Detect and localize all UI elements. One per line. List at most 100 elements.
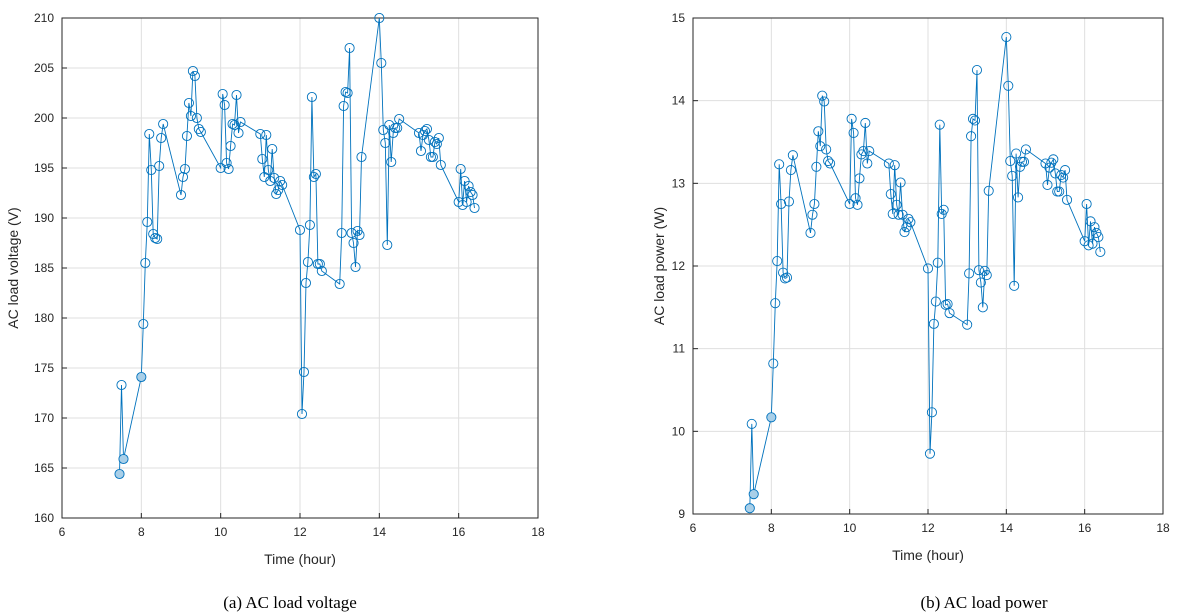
data-point	[146, 164, 157, 176]
data-point	[977, 302, 988, 313]
data-point	[899, 227, 910, 238]
y-axis-label: AC load power (W)	[651, 207, 667, 325]
data-point	[467, 189, 478, 201]
data-point	[975, 277, 986, 288]
x-tick-label: 12	[293, 525, 307, 539]
data-point	[1048, 154, 1059, 165]
data-point	[785, 165, 796, 176]
x-tick-label: 16	[452, 525, 466, 539]
data-point	[152, 233, 163, 245]
data-point	[1085, 216, 1096, 227]
data-point	[944, 308, 955, 319]
y-axis-label: AC load voltage (V)	[5, 207, 21, 328]
data-point	[429, 136, 440, 148]
data-point	[971, 65, 983, 76]
chart-panel-1: 6 8 10 12 14 16 18 160 165 170 175 180 185 190 195 200 2…	[5, 11, 545, 612]
data-point	[1061, 194, 1073, 205]
series-line	[119, 17, 475, 475]
data-point	[981, 270, 992, 281]
data-point	[257, 153, 268, 165]
data-point	[193, 123, 204, 135]
data-point	[136, 371, 147, 383]
subfigure-caption: (b) AC load power	[920, 593, 1047, 612]
data-point	[267, 143, 278, 155]
subfigure-caption: (a) AC load voltage	[223, 593, 357, 612]
data-point	[1042, 179, 1053, 191]
data-point	[144, 128, 155, 140]
data-point	[455, 163, 466, 175]
x-tick-label: 10	[843, 521, 857, 535]
data-point	[850, 193, 861, 204]
x-axis-label: Time (hour)	[892, 547, 964, 563]
x-tick-label: 6	[59, 525, 66, 539]
data-point	[819, 96, 830, 107]
data-point	[807, 209, 818, 220]
data-point	[308, 171, 319, 183]
data-point	[350, 261, 361, 273]
y-tick-label: 170	[34, 411, 54, 425]
data-point	[431, 138, 442, 150]
data-point	[304, 219, 315, 231]
data-point	[183, 97, 194, 109]
x-tick-label: 12	[921, 521, 935, 535]
data-point	[386, 156, 397, 168]
data-point	[821, 144, 832, 155]
data-point	[962, 319, 973, 330]
data-point	[809, 198, 820, 210]
data-point	[419, 125, 431, 137]
data-point	[175, 189, 187, 201]
data-point	[421, 123, 432, 135]
y-tick-label: 13	[672, 176, 686, 190]
x-tick-label: 18	[1156, 521, 1170, 535]
data-point	[932, 257, 943, 268]
data-point	[427, 151, 438, 163]
y-tick-label: 205	[34, 61, 54, 75]
data-point	[150, 232, 161, 244]
x-tick-label: 16	[1078, 521, 1092, 535]
data-point	[300, 277, 312, 289]
data-point	[195, 126, 206, 138]
data-point	[296, 408, 308, 420]
data-point	[854, 173, 865, 184]
y-tick-label: 175	[34, 361, 54, 375]
data-point	[380, 137, 391, 149]
data-point	[316, 265, 327, 277]
data-point	[967, 113, 979, 124]
data-point	[294, 224, 306, 236]
data-point	[179, 163, 191, 175]
data-point	[848, 127, 859, 138]
x-axis-label: Time (hour)	[264, 551, 336, 567]
data-point	[423, 134, 434, 146]
data-point	[768, 358, 779, 369]
x-tick-label: 6	[690, 521, 697, 535]
y-tick-label: 15	[672, 11, 686, 25]
data-point	[356, 151, 367, 163]
data-point	[883, 158, 894, 169]
data-point	[825, 158, 836, 169]
data-point	[1054, 186, 1065, 197]
data-point	[469, 202, 480, 214]
data-point	[378, 124, 389, 136]
data-point	[223, 163, 234, 175]
y-tick-label: 160	[34, 511, 54, 525]
x-tick-label: 14	[1000, 521, 1014, 535]
data-point	[298, 366, 310, 378]
data-point	[142, 216, 153, 228]
data-point	[1007, 170, 1018, 181]
data-point	[1081, 198, 1092, 210]
data-point	[1009, 280, 1020, 291]
data-point	[185, 110, 196, 122]
data-point	[973, 265, 984, 276]
data-point	[844, 198, 855, 210]
data-point	[217, 88, 228, 100]
data-point	[229, 119, 240, 131]
data-point	[235, 116, 246, 128]
data-point	[334, 278, 345, 290]
y-tick-label: 10	[672, 424, 686, 438]
data-point	[189, 70, 200, 82]
data-point	[314, 258, 325, 270]
data-point	[817, 90, 828, 101]
data-point	[340, 86, 351, 98]
data-point	[823, 155, 834, 167]
